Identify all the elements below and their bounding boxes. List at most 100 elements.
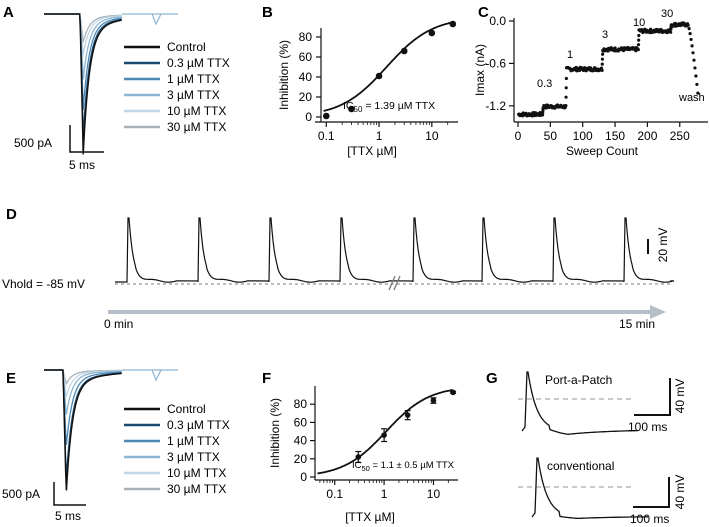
- data-point: [693, 66, 697, 70]
- data-point: [696, 91, 700, 95]
- x-tick-label: 10: [427, 487, 441, 501]
- data-point: [348, 105, 355, 113]
- legend-label: 3 µM TTX: [167, 450, 220, 464]
- y-tick-label: 80: [299, 30, 313, 44]
- conventional-ap-trace: [531, 457, 648, 520]
- vhold-label: Vhold = -85 mV: [2, 277, 85, 291]
- data-point: [637, 38, 641, 42]
- ic50-annotation: IC50 = 1.39 µM TTX: [343, 100, 435, 114]
- data-point: [689, 37, 693, 42]
- y-tick-label: 60: [294, 415, 308, 429]
- trace-label-port-a-patch: Port-a-Patch: [545, 373, 612, 387]
- legend-a: Control 0.3 µM TTX 1 µM TTX 3 µM TTX 10 …: [124, 40, 230, 134]
- legend-label: 1 µM TTX: [167, 434, 220, 448]
- y-tick-label: 0: [300, 470, 307, 484]
- scale-label-current: 500 pA: [2, 487, 40, 501]
- panel-e: E Control 0.3 µM TTX 1 µM TTX 3 µM TTX 1…: [2, 369, 230, 523]
- x-tick-label: 10: [425, 129, 439, 143]
- y-tick-label: 40: [294, 434, 308, 448]
- y-tick-label: 80: [294, 397, 308, 411]
- x-tick-label: 100: [573, 129, 593, 143]
- x-axis-label: [TTX µM]: [345, 510, 395, 524]
- y-axis-label: Inhibition (%): [277, 40, 291, 110]
- y-tick-label: -1.2: [485, 99, 506, 113]
- data-point: [404, 412, 411, 418]
- concentration-label: 10: [633, 17, 645, 29]
- hill-fit-curve: [323, 21, 453, 112]
- legend-label: 10 µM TTX: [167, 104, 226, 118]
- data-point: [564, 86, 568, 90]
- secondary-transient: [151, 13, 162, 26]
- scale-label-voltage: 20 mV: [656, 228, 670, 263]
- x-tick-label: 1: [381, 487, 388, 501]
- time-end-label: 15 min: [619, 317, 655, 331]
- data-point: [637, 33, 641, 38]
- trace-control: [44, 13, 122, 155]
- data-point: [690, 44, 694, 48]
- data-points: [517, 21, 700, 118]
- current-traces-a: [44, 13, 178, 155]
- action-potential-trace: [115, 217, 675, 283]
- time-arrow: [108, 305, 666, 319]
- scale-bar-g2: 40 mV 100 ms: [630, 475, 687, 526]
- y-tick-label: 0: [305, 110, 312, 124]
- data-point: [694, 74, 698, 78]
- x-tick-label: 0.1: [326, 487, 343, 501]
- x-axis-label: Sweep Count: [566, 144, 639, 158]
- legend-label: Control: [167, 40, 206, 54]
- y-tick-label: 60: [299, 50, 313, 64]
- data-point: [564, 104, 568, 108]
- data-point: [636, 48, 640, 52]
- data-point: [688, 32, 692, 36]
- data-point: [450, 389, 456, 396]
- panel-a: A Control 0.3 µM TTX 1 µM TTX 3 µM TTX 1…: [3, 4, 230, 172]
- data-point: [430, 397, 437, 404]
- data-point: [564, 76, 568, 81]
- concentration-label: 0.3: [537, 78, 552, 90]
- ticks: 0.0 -0.6 -1.2 0 50 100 150 200 250: [485, 14, 690, 143]
- panel-label-e: E: [6, 370, 16, 387]
- x-tick-label: 1: [376, 129, 383, 143]
- concentration-label: 30: [661, 8, 673, 20]
- data-point: [355, 454, 362, 460]
- data-point: [322, 112, 330, 120]
- concentration-label: 1: [567, 49, 573, 61]
- scale-label-current: 500 pA: [14, 136, 52, 150]
- data-point: [540, 113, 545, 117]
- legend-label: Control: [167, 402, 206, 416]
- legend-label: 0.3 µM TTX: [167, 56, 230, 70]
- wash-label: wash: [678, 92, 705, 104]
- data-point: [692, 58, 696, 62]
- scale-label-time: 5 ms: [69, 158, 95, 172]
- ic50-annotation: IC50 = 1.1 ± 0.5 µM TTX: [352, 460, 455, 473]
- scale-label-time: 100 ms: [628, 420, 667, 434]
- data-point: [449, 20, 457, 28]
- ticks: 0 20 40 60 80 0.1 1 10: [294, 397, 449, 501]
- x-tick-label: 150: [605, 129, 625, 143]
- data-point: [669, 30, 673, 34]
- data-points: [322, 20, 457, 120]
- chart-c: 0.0 -0.6 -1.2 0 50 100 150 200 250 Imax (nA) Swe…: [473, 8, 708, 158]
- legend-label: 0.3 µM TTX: [167, 418, 230, 432]
- x-tick-label: 250: [670, 129, 690, 143]
- data-point: [428, 29, 436, 37]
- legend-label: 1 µM TTX: [167, 72, 220, 86]
- axis-break-marks: [388, 275, 401, 291]
- legend-label: 30 µM TTX: [167, 120, 226, 134]
- x-axis-label: [TTX µM]: [347, 144, 397, 158]
- legend-label: 30 µM TTX: [167, 482, 226, 496]
- data-point: [375, 72, 383, 80]
- panel-b: B 0 20 40 60 80 0.1 1 10 Inhibition (%) [TTX µM…: [262, 4, 458, 158]
- trace-1um: [44, 369, 122, 446]
- data-points: [355, 389, 457, 464]
- data-point: [600, 62, 604, 66]
- concentration-label: 3: [602, 29, 608, 41]
- y-tick-label: 20: [294, 452, 308, 466]
- y-tick-label: 20: [299, 90, 313, 104]
- time-start-label: 0 min: [104, 317, 133, 331]
- scale-bar-d: 20 mV: [647, 228, 670, 263]
